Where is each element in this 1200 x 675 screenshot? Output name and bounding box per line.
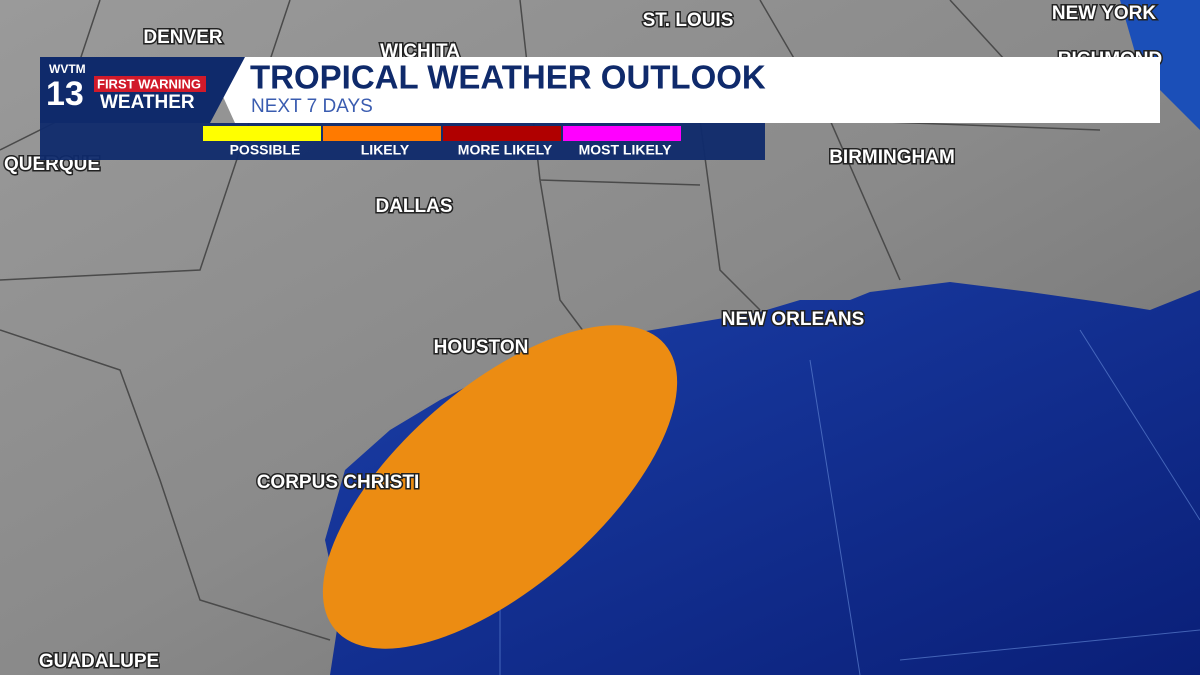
legend-swatch <box>323 126 441 141</box>
title: TROPICAL WEATHER OUTLOOK <box>250 59 766 96</box>
brand-bottom: WEATHER <box>100 92 195 113</box>
city-label: ST. LOUIS <box>643 10 734 31</box>
grid-lines <box>499 329 1200 675</box>
station: WVTM <box>49 62 86 76</box>
legend-swatch <box>203 126 321 141</box>
brand-badge <box>94 76 206 92</box>
city-label: BIRMINGHAM <box>829 147 955 168</box>
title-banner <box>205 57 1160 123</box>
city-label: GUADALUPE <box>39 651 159 672</box>
legend-label: MOST LIKELY <box>579 142 672 158</box>
legend: POSSIBLE LIKELY MORE LIKELY MOST LIKELY <box>203 126 681 158</box>
legend-label: MORE LIKELY <box>458 142 553 158</box>
outlook-area <box>322 325 678 649</box>
city-label: HOUSTON <box>434 337 529 358</box>
subtitle: NEXT 7 DAYS <box>251 96 373 117</box>
legend-label: LIKELY <box>361 142 410 158</box>
legend-label: POSSIBLE <box>230 142 301 158</box>
brand-top: FIRST WARNING <box>97 76 201 91</box>
city-label: NEW ORLEANS <box>722 309 865 330</box>
city-label: CORPUS CHRISTI <box>257 472 420 493</box>
channel: 13 <box>46 75 84 113</box>
legend-swatch <box>443 126 561 141</box>
legend-swatch <box>563 126 681 141</box>
city-label: NEW YORK <box>1052 3 1156 24</box>
city-label: DENVER <box>143 27 222 48</box>
city-label: DALLAS <box>375 196 452 217</box>
